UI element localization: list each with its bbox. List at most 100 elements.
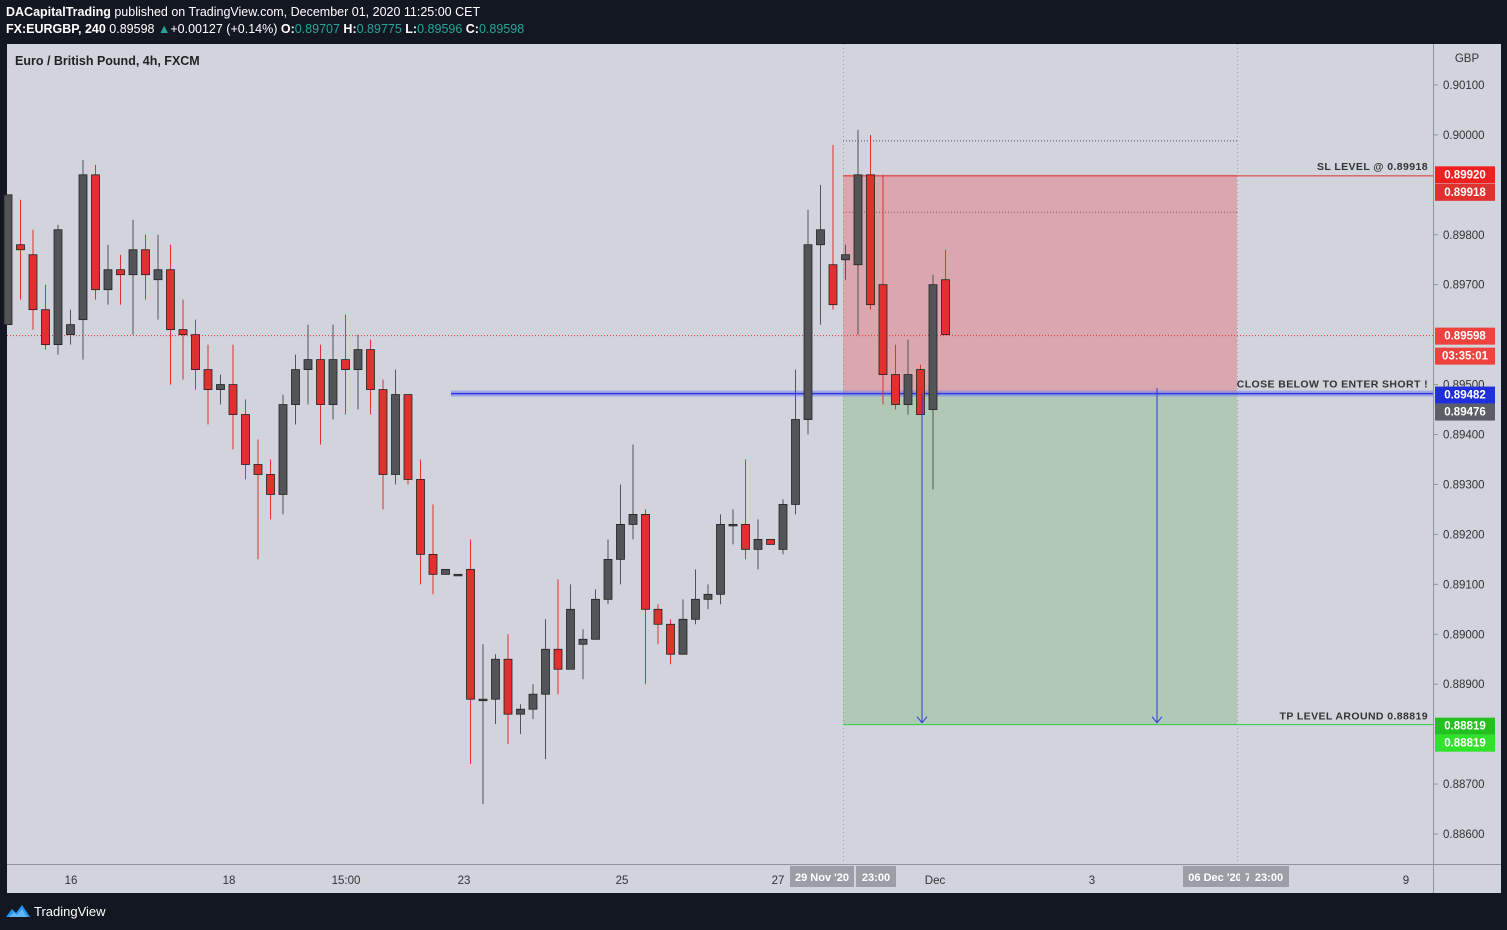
last-price-tag-bg [1435, 327, 1495, 345]
take-profit-zone[interactable] [843, 393, 1237, 725]
candle-body[interactable] [741, 524, 750, 550]
candle-body[interactable] [91, 174, 100, 291]
chart-canvas[interactable]: Euro / British Pound, 4h, FXCM GBP SL LE… [0, 0, 1507, 894]
candle-body[interactable] [528, 693, 538, 710]
candle-body[interactable] [78, 174, 88, 321]
tp-level-annotation[interactable]: TP LEVEL AROUND 0.88819 [1280, 711, 1428, 723]
candle-body[interactable] [728, 524, 738, 527]
candle-body[interactable] [53, 229, 63, 346]
candle-body[interactable] [653, 608, 663, 625]
candle-body[interactable] [116, 269, 125, 276]
close-value: 0.89598 [478, 22, 525, 36]
candle-body[interactable] [3, 194, 13, 326]
candle-body[interactable] [353, 349, 363, 370]
candle-body[interactable] [241, 414, 250, 465]
candle-body[interactable] [941, 279, 950, 336]
candle-body[interactable] [828, 264, 838, 306]
candle-body[interactable] [16, 244, 25, 251]
publisher-name[interactable]: DACapitalTrading [6, 5, 111, 19]
candle-body[interactable] [516, 708, 525, 715]
candle-body[interactable] [341, 359, 350, 370]
tp2-price-tag[interactable]: 0.88819 [1444, 738, 1486, 750]
candle-body[interactable] [391, 394, 400, 475]
candle-body[interactable] [141, 249, 150, 276]
candle-body[interactable] [328, 359, 338, 405]
candle-body[interactable] [253, 464, 263, 475]
candle-body[interactable] [178, 329, 188, 336]
sl-top-price-tag[interactable]: 0.89920 [1444, 169, 1486, 181]
candle-body[interactable] [503, 658, 513, 715]
candle-body[interactable] [416, 479, 425, 555]
candle-body[interactable] [66, 324, 75, 336]
candle-body[interactable] [791, 419, 800, 505]
candle-body[interactable] [41, 309, 50, 346]
candle-body[interactable] [291, 369, 300, 405]
candle-body[interactable] [778, 504, 788, 550]
countdown-tag[interactable]: 03:35:01 [1442, 351, 1489, 363]
candle-body[interactable] [203, 369, 213, 390]
candle-body[interactable] [753, 538, 763, 550]
stop-loss-zone[interactable] [843, 174, 1237, 394]
candle-body[interactable] [166, 269, 175, 331]
position-zones [843, 174, 1237, 725]
close-label: C: [465, 22, 479, 36]
candle-body[interactable] [891, 374, 900, 405]
candle-body[interactable] [541, 648, 550, 695]
candle-body[interactable] [628, 514, 638, 525]
candle-body[interactable] [666, 623, 675, 655]
candle-body[interactable] [228, 384, 238, 415]
candle-body[interactable] [378, 389, 388, 475]
candle-body[interactable] [428, 553, 438, 575]
candle-body[interactable] [616, 524, 625, 560]
x-tick-label: 18 [223, 875, 236, 887]
sl-level-annotation[interactable]: SL LEVEL @ 0.89918 [1317, 161, 1428, 173]
brand-name[interactable]: TradingView [34, 904, 106, 919]
candle-body[interactable] [803, 244, 813, 420]
candle-body[interactable] [816, 229, 825, 246]
candle-body[interactable] [303, 359, 313, 370]
candle-body[interactable] [478, 698, 488, 702]
candle-body[interactable] [191, 334, 200, 370]
candle-body[interactable] [153, 269, 163, 281]
candle-body[interactable] [491, 658, 500, 700]
candle-body[interactable] [316, 359, 325, 405]
candle-body[interactable] [853, 174, 863, 266]
candle-body[interactable] [553, 648, 563, 670]
candle-body[interactable] [591, 598, 600, 640]
candle-body[interactable] [278, 404, 288, 495]
candle-body[interactable] [403, 394, 413, 480]
candle-body[interactable] [28, 254, 38, 311]
last-price-tag[interactable]: 0.89598 [1444, 331, 1486, 343]
candle-body[interactable] [716, 524, 725, 595]
candle-body[interactable] [866, 174, 875, 306]
candle-body[interactable] [703, 593, 713, 600]
entry-annotation[interactable]: CLOSE BELOW TO ENTER SHORT ! [1237, 379, 1428, 391]
candle-body[interactable] [466, 568, 475, 700]
candle-body[interactable] [841, 254, 850, 261]
candle-body[interactable] [128, 249, 138, 276]
sl-price-tag[interactable]: 0.89918 [1444, 187, 1486, 199]
candle-body[interactable] [691, 598, 700, 620]
candle-body[interactable] [441, 568, 450, 575]
candle-body[interactable] [878, 284, 888, 375]
candle-body[interactable] [566, 608, 575, 670]
candle-body[interactable] [678, 618, 688, 655]
entry2-price-tag[interactable]: 0.89476 [1444, 407, 1486, 419]
candle-body[interactable] [603, 558, 613, 600]
entry-price-tag[interactable]: 0.89482 [1444, 390, 1486, 402]
candle-body[interactable] [916, 369, 925, 415]
candle-body[interactable] [928, 284, 938, 410]
x-tick-label: 15:00 [332, 875, 361, 887]
candle-body[interactable] [578, 638, 588, 645]
tradingview-logo-icon[interactable] [6, 903, 30, 919]
tp-price-tag[interactable]: 0.88819 [1444, 721, 1486, 733]
candle-body[interactable] [453, 573, 463, 577]
candle-body[interactable] [766, 538, 775, 545]
candle-body[interactable] [216, 384, 225, 390]
candle-body[interactable] [641, 514, 650, 610]
candle-body[interactable] [903, 374, 913, 405]
y-tick-label: 0.88900 [1443, 679, 1485, 691]
candle-body[interactable] [103, 269, 113, 291]
candle-body[interactable] [366, 349, 375, 390]
candle-body[interactable] [266, 474, 275, 495]
